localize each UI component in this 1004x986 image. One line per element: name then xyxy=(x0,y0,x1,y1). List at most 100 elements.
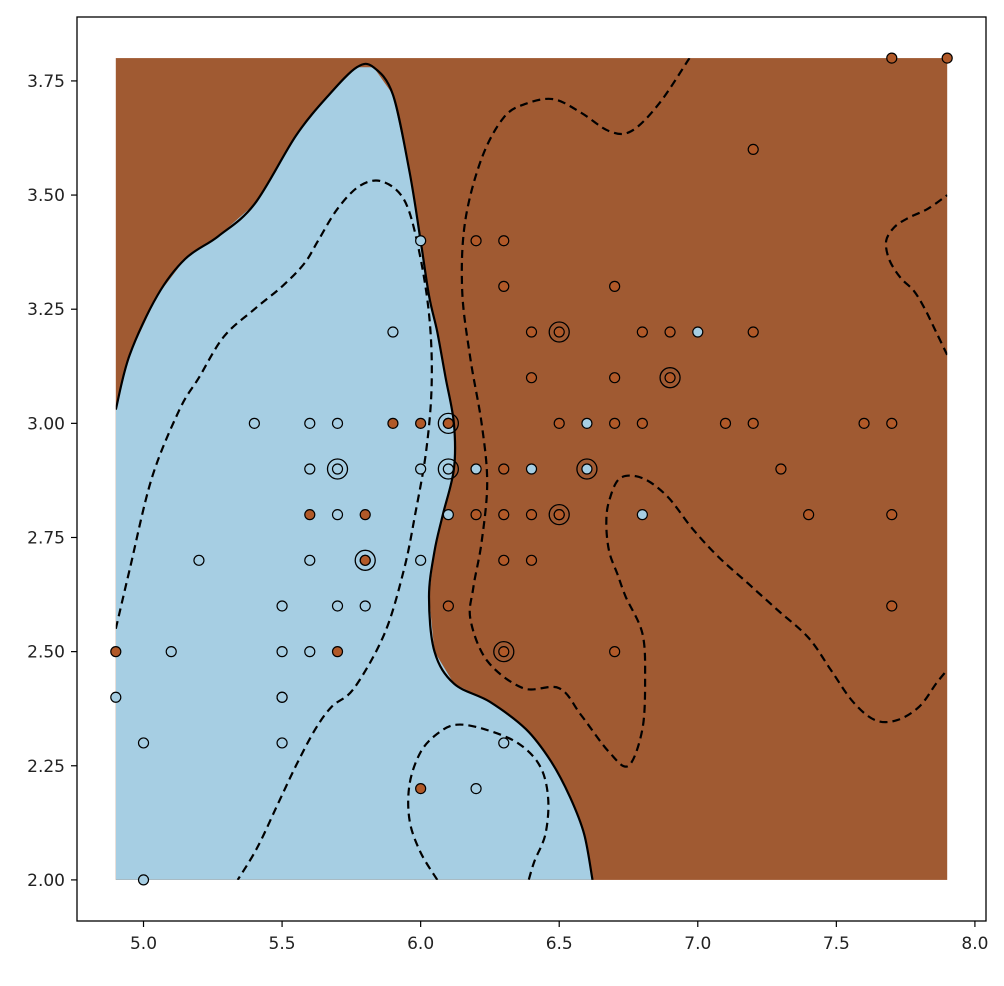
data-point-class-a xyxy=(331,600,344,612)
y-tick-label: 3.00 xyxy=(27,414,65,434)
data-point-class-a xyxy=(470,463,482,475)
data-point-class-a xyxy=(304,554,316,566)
data-point-class-b xyxy=(886,600,898,612)
data-point-class-b xyxy=(609,372,621,384)
data-point-class-a xyxy=(137,737,150,749)
data-point-class-a xyxy=(331,463,344,475)
x-tick-label: 5.5 xyxy=(269,934,296,954)
decision-boundary-line xyxy=(115,62,594,880)
support-vectors xyxy=(326,321,681,663)
data-point-class-b xyxy=(747,326,759,338)
data-point-class-b xyxy=(553,509,565,521)
data-point-class-a xyxy=(525,463,538,475)
x-tick-label: 8.0 xyxy=(961,934,988,954)
x-tick-label: 7.5 xyxy=(823,934,850,954)
data-points xyxy=(110,52,953,886)
data-point-class-b xyxy=(609,646,621,658)
data-point-class-a xyxy=(415,554,427,566)
support-vector-ring xyxy=(437,458,460,480)
data-point-class-b xyxy=(664,326,676,338)
data-point-class-a xyxy=(193,554,205,566)
support-vector-ring xyxy=(437,412,460,434)
data-point-class-b xyxy=(525,372,538,384)
data-point-class-b xyxy=(359,509,371,521)
data-point-class-a xyxy=(470,782,482,795)
data-point-class-a xyxy=(331,509,344,521)
support-vector-ring xyxy=(326,458,349,480)
decision-region-class-a xyxy=(115,67,593,880)
margin-contour-line xyxy=(460,58,948,768)
y-tick-label: 2.25 xyxy=(27,757,65,777)
y-tick-label: 3.50 xyxy=(27,186,65,206)
data-point-class-a xyxy=(137,874,150,886)
data-point-class-b xyxy=(886,417,898,429)
data-point-class-b xyxy=(498,646,510,658)
data-point-class-b xyxy=(553,326,565,338)
data-point-class-b xyxy=(609,280,621,292)
contour-lines xyxy=(115,58,948,880)
data-point-class-b xyxy=(498,280,510,292)
x-tick-label: 5.0 xyxy=(130,934,157,954)
data-point-class-b xyxy=(941,52,953,64)
data-point-class-a xyxy=(276,737,288,749)
data-point-class-a xyxy=(331,417,344,429)
margin-contour-line xyxy=(115,179,433,880)
x-tick-label: 6.0 xyxy=(407,934,434,954)
data-point-class-a xyxy=(415,463,427,475)
support-vector-ring xyxy=(576,458,598,480)
data-point-class-b xyxy=(525,326,538,338)
data-point-class-b xyxy=(470,235,482,247)
data-point-class-b xyxy=(359,554,371,566)
data-point-class-a xyxy=(442,509,454,521)
data-point-class-b xyxy=(719,417,732,429)
data-point-class-b xyxy=(442,600,454,612)
data-point-class-a xyxy=(636,509,648,521)
plot-area xyxy=(110,52,953,886)
data-point-class-b xyxy=(498,554,510,566)
data-point-class-b xyxy=(886,52,898,64)
data-point-class-a xyxy=(276,691,288,703)
data-point-class-a xyxy=(442,463,454,475)
data-point-class-a xyxy=(165,646,177,658)
support-vector-ring xyxy=(493,640,515,663)
data-point-class-b xyxy=(609,417,621,429)
data-point-class-a xyxy=(415,235,427,247)
data-point-class-b xyxy=(331,646,344,658)
data-point-class-b xyxy=(747,143,759,156)
data-point-class-b xyxy=(304,509,316,521)
data-point-class-b xyxy=(525,554,538,566)
data-point-class-a xyxy=(304,463,316,475)
plot-frame xyxy=(76,16,987,922)
data-point-class-b xyxy=(442,417,454,429)
y-tick-label: 2.50 xyxy=(27,643,65,663)
data-point-class-b xyxy=(886,509,898,521)
data-point-class-a xyxy=(276,600,288,612)
x-axis: 5.0 5.5 6.0 6.5 7.0 7.5 8.0 xyxy=(130,921,988,954)
x-tick-label: 7.0 xyxy=(684,934,711,954)
x-tick-label: 6.5 xyxy=(546,934,573,954)
data-point-class-a xyxy=(304,417,316,429)
data-point-class-a xyxy=(387,326,399,338)
data-point-class-b xyxy=(498,463,510,475)
data-point-class-b xyxy=(525,509,538,521)
data-point-class-a xyxy=(359,600,371,612)
data-point-class-a xyxy=(304,646,316,658)
y-axis: 2.00 2.25 2.50 2.75 3.00 3.25 3.50 3.75 xyxy=(27,72,77,891)
data-point-class-a xyxy=(110,691,122,703)
support-vector-ring xyxy=(548,504,570,526)
data-point-class-b xyxy=(387,417,399,429)
data-point-class-a xyxy=(248,417,260,429)
y-tick-label: 3.75 xyxy=(27,72,65,92)
data-point-class-b xyxy=(553,417,565,429)
data-point-class-a xyxy=(276,646,288,658)
data-point-class-b xyxy=(415,782,427,795)
margin-contour-line xyxy=(407,723,550,880)
data-point-class-b xyxy=(775,463,787,475)
data-point-class-b xyxy=(110,646,122,658)
data-point-class-b xyxy=(664,372,676,384)
data-point-class-b xyxy=(636,417,648,429)
data-point-class-b xyxy=(498,509,510,521)
y-tick-label: 3.25 xyxy=(27,300,65,320)
support-vector-ring xyxy=(548,321,570,343)
y-tick-label: 2.00 xyxy=(27,871,65,891)
